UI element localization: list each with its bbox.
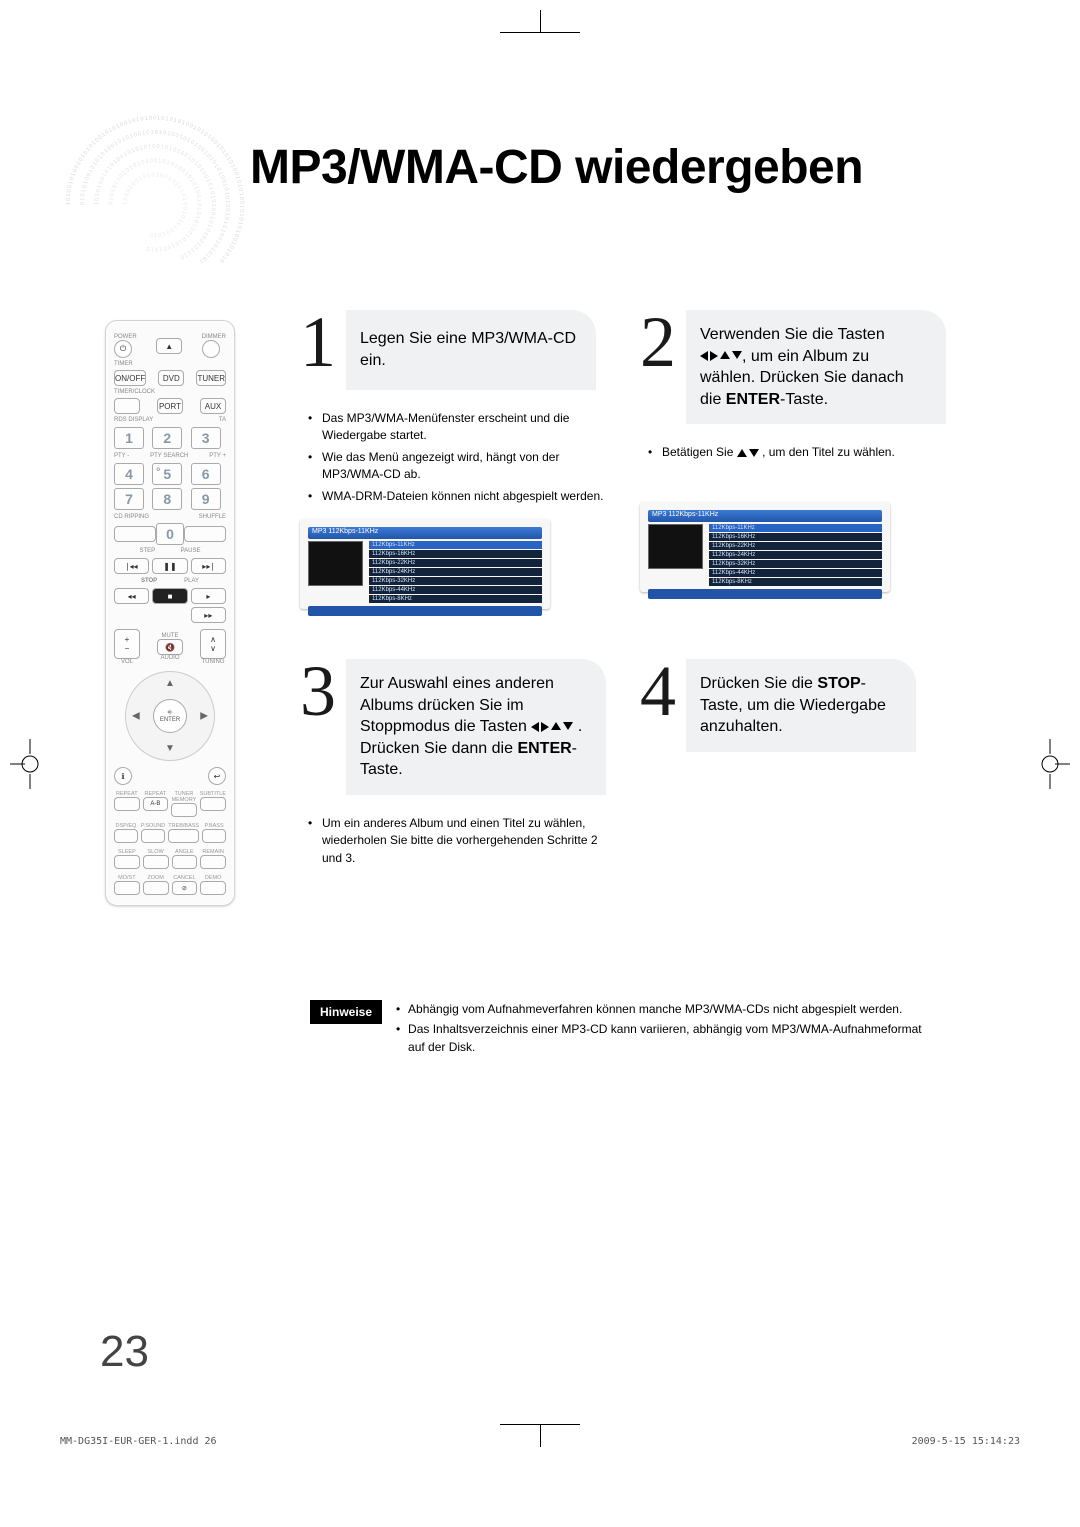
- step-2: 2 Verwenden Sie die Tasten , um ein Albu…: [640, 310, 950, 609]
- crop-mark-left: [10, 739, 50, 789]
- osd-screenshot-1: MP3 112Kbps-11KHz 112Kbps-11KHz 112Kbps-…: [300, 519, 550, 609]
- eject-button: ▲: [156, 338, 182, 354]
- page-title: MP3/WMA-CD wiedergeben: [250, 140, 863, 195]
- play-button: ▸: [191, 588, 226, 604]
- page-number: 23: [100, 1327, 149, 1377]
- step3-bullets: Um ein anderes Album und einen Titel zu …: [300, 815, 610, 867]
- bullet: WMA-DRM-Dateien können nicht abgespielt …: [312, 488, 610, 505]
- osd-screenshot-2: MP3 112Kbps-11KHz 112Kbps-11KHz 112Kbps-…: [640, 502, 890, 592]
- track-list: 112Kbps-11KHz 112Kbps-16KHz 112Kbps-22KH…: [369, 541, 542, 604]
- crop-mark-top: [500, 10, 580, 50]
- bullet: Um ein anderes Album und einen Titel zu …: [312, 815, 610, 867]
- step-bubble: Verwenden Sie die Tasten , um ein Album …: [686, 310, 946, 424]
- notes-box: Hinweise Abhängig vom Aufnahmeverfahren …: [310, 1000, 940, 1058]
- svg-text:010101001010101001010100101010: 0101010010101010010101001010100101010100…: [108, 158, 202, 252]
- step-number: 1: [300, 310, 336, 375]
- svg-text:101010010101001010101001010100: 1010100101010010101010010101001010: [122, 172, 187, 237]
- step-bubble: Drücken Sie die STOP-Taste, um die Wiede…: [686, 659, 916, 752]
- content-area: 1 Legen Sie eine MP3/WMA-CD ein. Das MP3…: [300, 310, 950, 871]
- ffwd-button: ▸▸: [191, 607, 226, 623]
- next-button: ▸▸∣: [191, 558, 226, 574]
- note-item: Abhängig vom Aufnahmeverfahren können ma…: [396, 1000, 940, 1018]
- print-footer: MM-DG35I-EUR-GER-1.indd 26 2009-5-15 15:…: [60, 1436, 1020, 1447]
- step-heading: Zur Auswahl eines anderen Albums drücken…: [360, 673, 588, 781]
- rewind-button: ◂◂: [114, 588, 149, 604]
- step-bubble: Legen Sie eine MP3/WMA-CD ein.: [346, 310, 596, 390]
- pause-button: ❚❚: [152, 558, 187, 574]
- step-heading: Verwenden Sie die Tasten , um ein Album …: [700, 324, 928, 410]
- bullet: Betätigen Sie , um den Titel zu wählen.: [652, 444, 950, 461]
- step-number: 4: [640, 659, 676, 724]
- step1-bullets: Das MP3/WMA-Menüfenster erscheint und di…: [300, 410, 610, 505]
- note-item: Das Inhaltsverzeichnis einer MP3-CD kann…: [396, 1020, 940, 1056]
- step2-bullets: Betätigen Sie , um den Titel zu wählen.: [640, 444, 950, 461]
- bullet: Das MP3/WMA-Menüfenster erscheint und di…: [312, 410, 610, 445]
- footer-filename: MM-DG35I-EUR-GER-1.indd 26: [60, 1436, 217, 1447]
- step-bubble: Zur Auswahl eines anderen Albums drücken…: [346, 659, 606, 795]
- step-4: 4 Drücken Sie die STOP-Taste, um die Wie…: [640, 659, 950, 871]
- remote-control-illustration: POWER⏻ ▲ DIMMER TIMER ON/OFF DVD TUNER T…: [80, 320, 260, 906]
- notes-tag: Hinweise: [310, 1000, 382, 1024]
- footer-timestamp: 2009-5-15 15:14:23: [912, 1436, 1020, 1447]
- crop-mark-right: [1030, 739, 1070, 789]
- page: 1010010100101010100101010010101001010101…: [0, 0, 1080, 1527]
- prev-button: ∣◂◂: [114, 558, 149, 574]
- info-button: ℹ: [114, 767, 132, 785]
- thumb: [308, 541, 363, 586]
- step-heading: Drücken Sie die STOP-Taste, um die Wiede…: [700, 673, 898, 738]
- step-number: 3: [300, 659, 336, 724]
- step-number: 2: [640, 310, 676, 375]
- arrow-glyphs: [700, 351, 742, 361]
- bullet: Wie das Menü angezeigt wird, hängt von d…: [312, 449, 610, 484]
- decorative-binary-circle: 1010010100101010100101010010101001010101…: [60, 110, 250, 300]
- stop-button: ■: [152, 588, 187, 604]
- track-list: 112Kbps-11KHz 112Kbps-16KHz 112Kbps-22KH…: [709, 524, 882, 587]
- thumb: [648, 524, 703, 569]
- step-3: 3 Zur Auswahl eines anderen Albums drück…: [300, 659, 610, 871]
- step-1: 1 Legen Sie eine MP3/WMA-CD ein. Das MP3…: [300, 310, 610, 609]
- numpad: 123: [114, 427, 226, 449]
- step-heading: Legen Sie eine MP3/WMA-CD ein.: [360, 328, 578, 371]
- exit-button: ↩: [208, 767, 226, 785]
- dpad: ▲▼◀▶ ⎆ENTER: [125, 671, 215, 761]
- dimmer-button: [202, 340, 220, 358]
- power-button: ⏻: [114, 340, 132, 358]
